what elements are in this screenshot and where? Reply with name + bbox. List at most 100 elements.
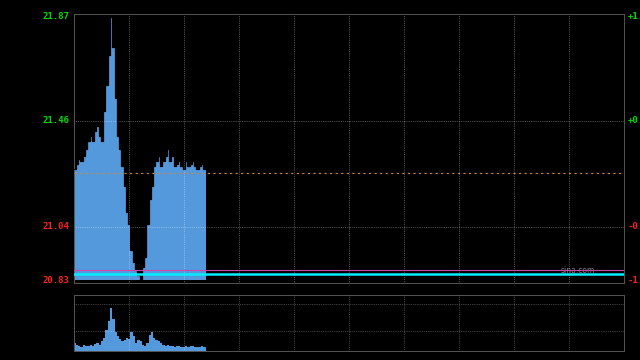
Text: -0.99%: -0.99% — [628, 222, 640, 231]
Bar — [119, 339, 122, 351]
Bar — [131, 332, 132, 351]
Bar — [189, 346, 192, 351]
Text: sina.com: sina.com — [561, 266, 595, 275]
Bar — [135, 343, 138, 351]
Bar — [176, 164, 178, 280]
Bar — [169, 346, 172, 351]
Bar — [140, 341, 142, 351]
Bar — [85, 149, 87, 280]
Bar — [131, 250, 132, 280]
Bar — [74, 343, 76, 351]
Bar — [142, 345, 144, 351]
Bar — [117, 136, 119, 280]
Bar — [124, 186, 126, 280]
Bar — [183, 169, 185, 280]
Bar — [160, 343, 163, 351]
Bar — [176, 346, 178, 351]
Bar — [180, 166, 183, 280]
Bar — [144, 346, 147, 351]
Bar — [183, 347, 185, 351]
Bar — [164, 156, 167, 280]
Bar — [185, 346, 188, 351]
Bar — [172, 156, 173, 280]
Text: 21.04: 21.04 — [43, 222, 70, 231]
Bar — [128, 339, 131, 351]
Bar — [99, 345, 101, 351]
Bar — [147, 343, 148, 351]
Bar — [194, 347, 196, 351]
Bar — [148, 335, 151, 351]
Bar — [97, 126, 99, 280]
Bar — [172, 346, 173, 351]
Bar — [198, 347, 201, 351]
Bar — [163, 161, 164, 280]
Bar — [144, 257, 147, 280]
Bar — [108, 321, 110, 351]
Bar — [94, 131, 97, 280]
Bar — [156, 340, 157, 351]
Bar — [101, 341, 103, 351]
Bar — [106, 329, 108, 351]
Bar — [201, 346, 204, 351]
Bar — [196, 347, 198, 351]
Bar — [83, 156, 85, 280]
Bar — [112, 319, 115, 351]
Bar — [180, 347, 183, 351]
Bar — [103, 111, 106, 280]
Bar — [192, 161, 194, 280]
Bar — [196, 169, 198, 280]
Bar — [189, 164, 192, 280]
Bar — [135, 270, 138, 280]
Bar — [94, 344, 97, 351]
Bar — [188, 347, 189, 351]
Bar — [163, 345, 164, 351]
Text: 20.83: 20.83 — [43, 275, 70, 284]
Bar — [178, 161, 180, 280]
Bar — [194, 166, 196, 280]
Text: +1.98%: +1.98% — [628, 13, 640, 22]
Bar — [92, 346, 94, 351]
Bar — [81, 161, 83, 280]
Bar — [119, 149, 122, 280]
Bar — [83, 345, 85, 351]
Text: 21.87: 21.87 — [43, 13, 70, 22]
Bar — [92, 141, 94, 280]
Bar — [147, 224, 148, 280]
Bar — [204, 347, 205, 351]
Bar — [173, 347, 176, 351]
Bar — [157, 156, 160, 280]
Bar — [132, 262, 135, 280]
Bar — [74, 169, 76, 280]
Bar — [153, 166, 156, 280]
Text: 21.46: 21.46 — [43, 116, 70, 125]
Bar — [169, 161, 172, 280]
Bar — [117, 336, 119, 351]
Bar — [185, 161, 188, 280]
Bar — [192, 346, 194, 351]
Bar — [167, 345, 169, 351]
Bar — [167, 149, 169, 280]
Bar — [126, 212, 128, 280]
Bar — [122, 166, 124, 280]
Bar — [103, 338, 106, 351]
Bar — [106, 85, 108, 280]
Bar — [97, 343, 99, 351]
Bar — [108, 55, 110, 280]
Bar — [115, 98, 117, 280]
Bar — [126, 338, 128, 351]
Bar — [132, 336, 135, 351]
Bar — [157, 341, 160, 351]
Bar — [151, 332, 153, 351]
Bar — [142, 267, 144, 280]
Bar — [128, 224, 131, 280]
Bar — [201, 164, 204, 280]
Bar — [110, 308, 112, 351]
Bar — [87, 141, 90, 280]
Bar — [156, 161, 157, 280]
Bar — [124, 340, 126, 351]
Bar — [87, 346, 90, 351]
Bar — [164, 346, 167, 351]
Bar — [101, 141, 103, 280]
Bar — [78, 346, 81, 351]
Bar — [178, 346, 180, 351]
